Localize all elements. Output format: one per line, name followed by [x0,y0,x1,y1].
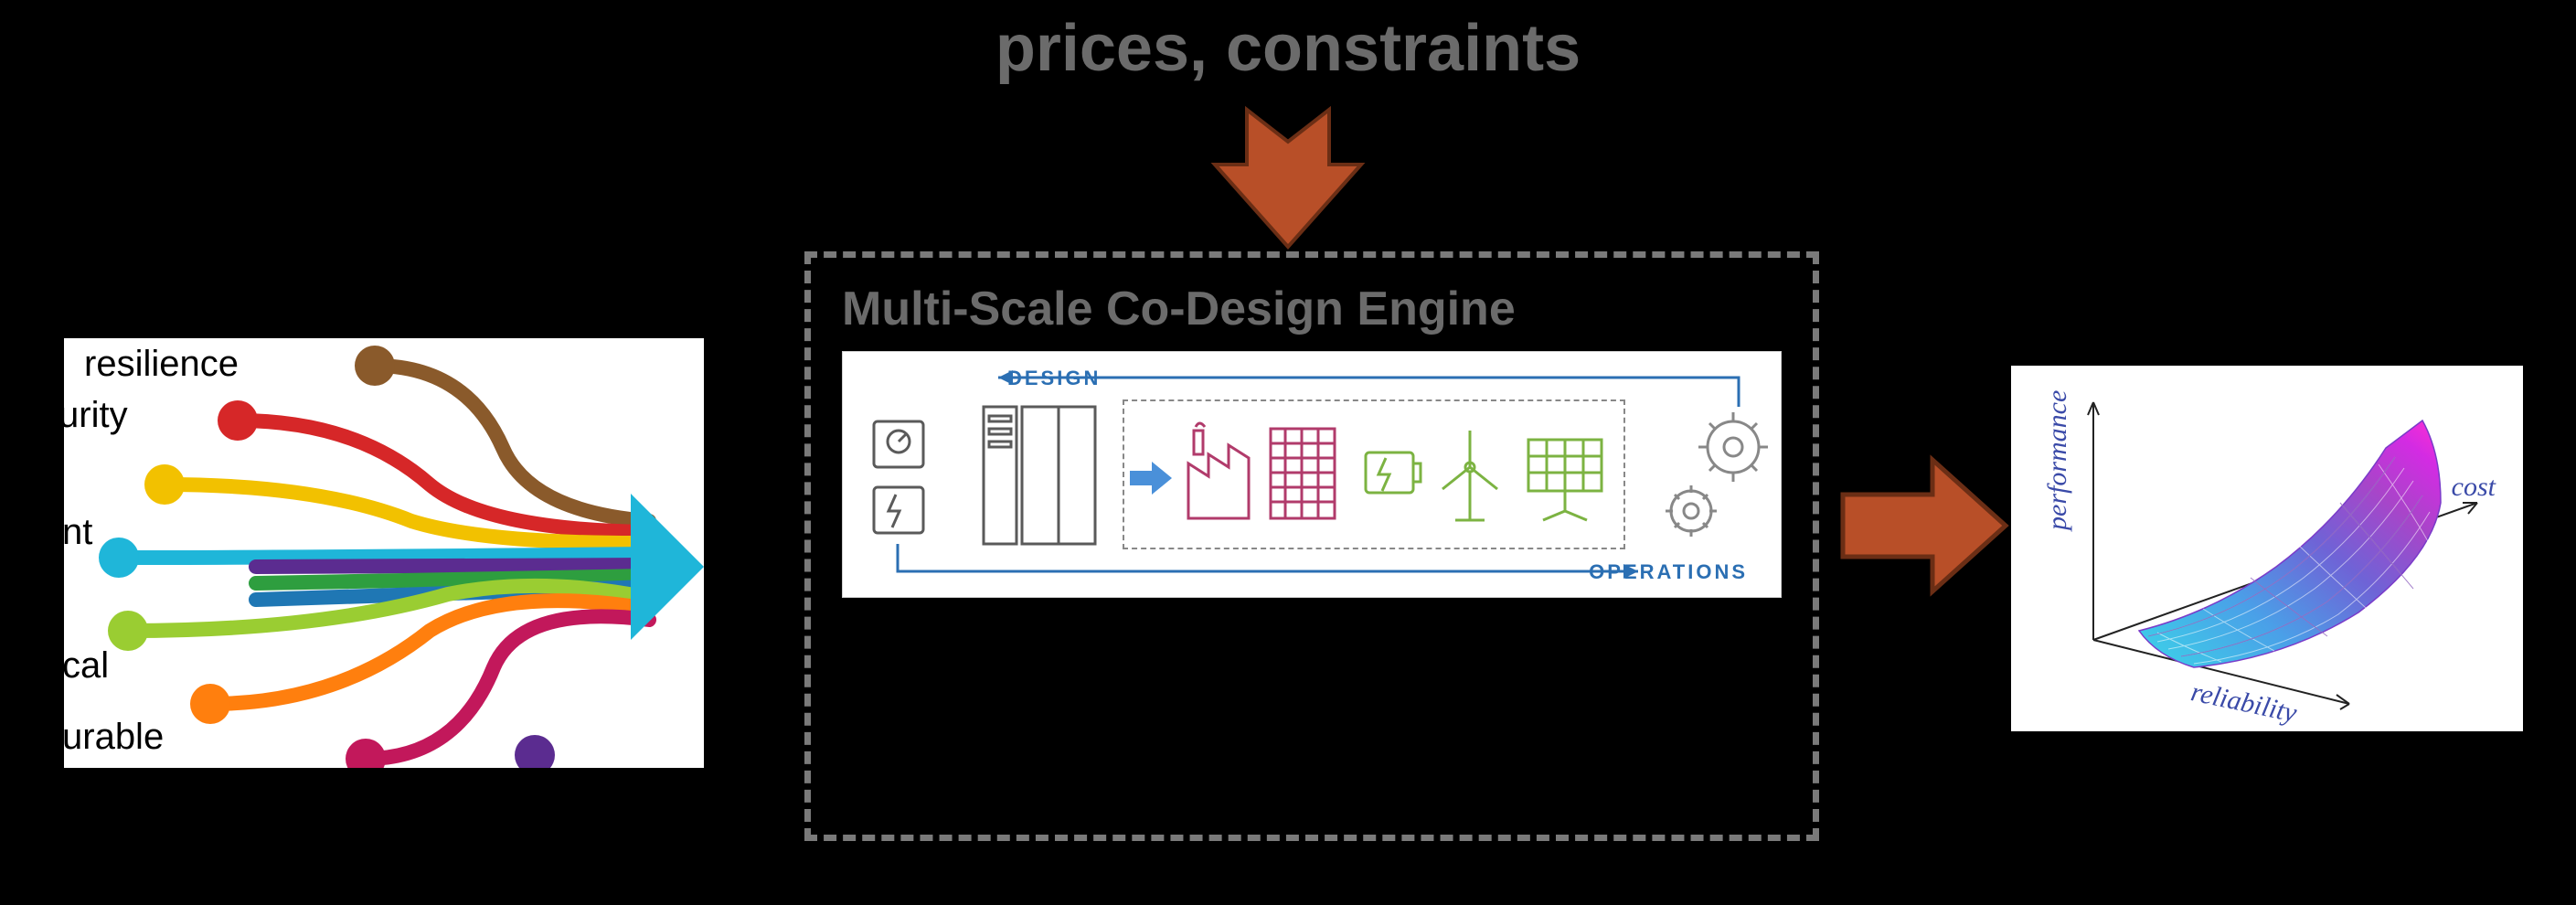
objective-label: nt [64,512,92,553]
meter-icon [874,421,923,467]
gear-small-icon [1666,485,1717,537]
objective-label: urable [64,717,164,758]
curve-cyan [119,554,649,558]
objective-label: cal [64,645,109,687]
device-icons [868,416,978,548]
objectives-panel: resilience urity nt cal urable [64,338,704,768]
gears-icon [1653,403,1781,554]
dot-cyan [99,538,139,578]
axis-performance-label: performance [2042,390,2073,530]
dot-yellow [144,464,185,505]
dot-purple [515,735,555,768]
top-label: prices, constraints [0,11,2576,86]
solar-panel-icon [1528,440,1602,520]
engine-title: Multi-Scale Co-Design Engine [842,282,1782,336]
engine-pipeline: DESIGN OPERATIONS [842,351,1782,598]
curve-purple [256,565,649,567]
factory-building-icons [1183,418,1347,532]
wind-turbine-icon [1442,431,1497,520]
curve-brown [375,366,649,521]
engine-box: Multi-Scale Co-Design Engine DESIGN OPER… [804,251,1819,841]
pareto-panel: performance cost reliability [2011,366,2523,731]
gear-large-icon [1698,412,1768,482]
dot-brown [355,346,395,386]
flow-top-arrowhead [998,370,1013,385]
down-arrow-shape [1215,110,1361,247]
right-arrow-shape [1843,460,2006,591]
battery-bolt-icon [1366,452,1413,493]
cabinet-icon [980,403,1099,554]
axis-cost-label: cost [2452,472,2496,503]
down-arrow [1210,101,1366,261]
bundle-arrowhead [631,494,704,640]
flow-bottom-arrowhead [1623,564,1638,579]
dot-lime [108,611,148,651]
dot-magenta [346,739,386,768]
objective-label: urity [64,395,128,436]
objective-label: resilience [84,344,239,385]
mini-arrow-icon [1128,460,1174,501]
dot-red [218,400,258,441]
right-arrow [1837,452,2011,603]
dot-orange [190,684,230,724]
pareto-surface [2139,421,2441,667]
renewable-icons [1360,421,1616,536]
factory-icon [1188,445,1249,518]
